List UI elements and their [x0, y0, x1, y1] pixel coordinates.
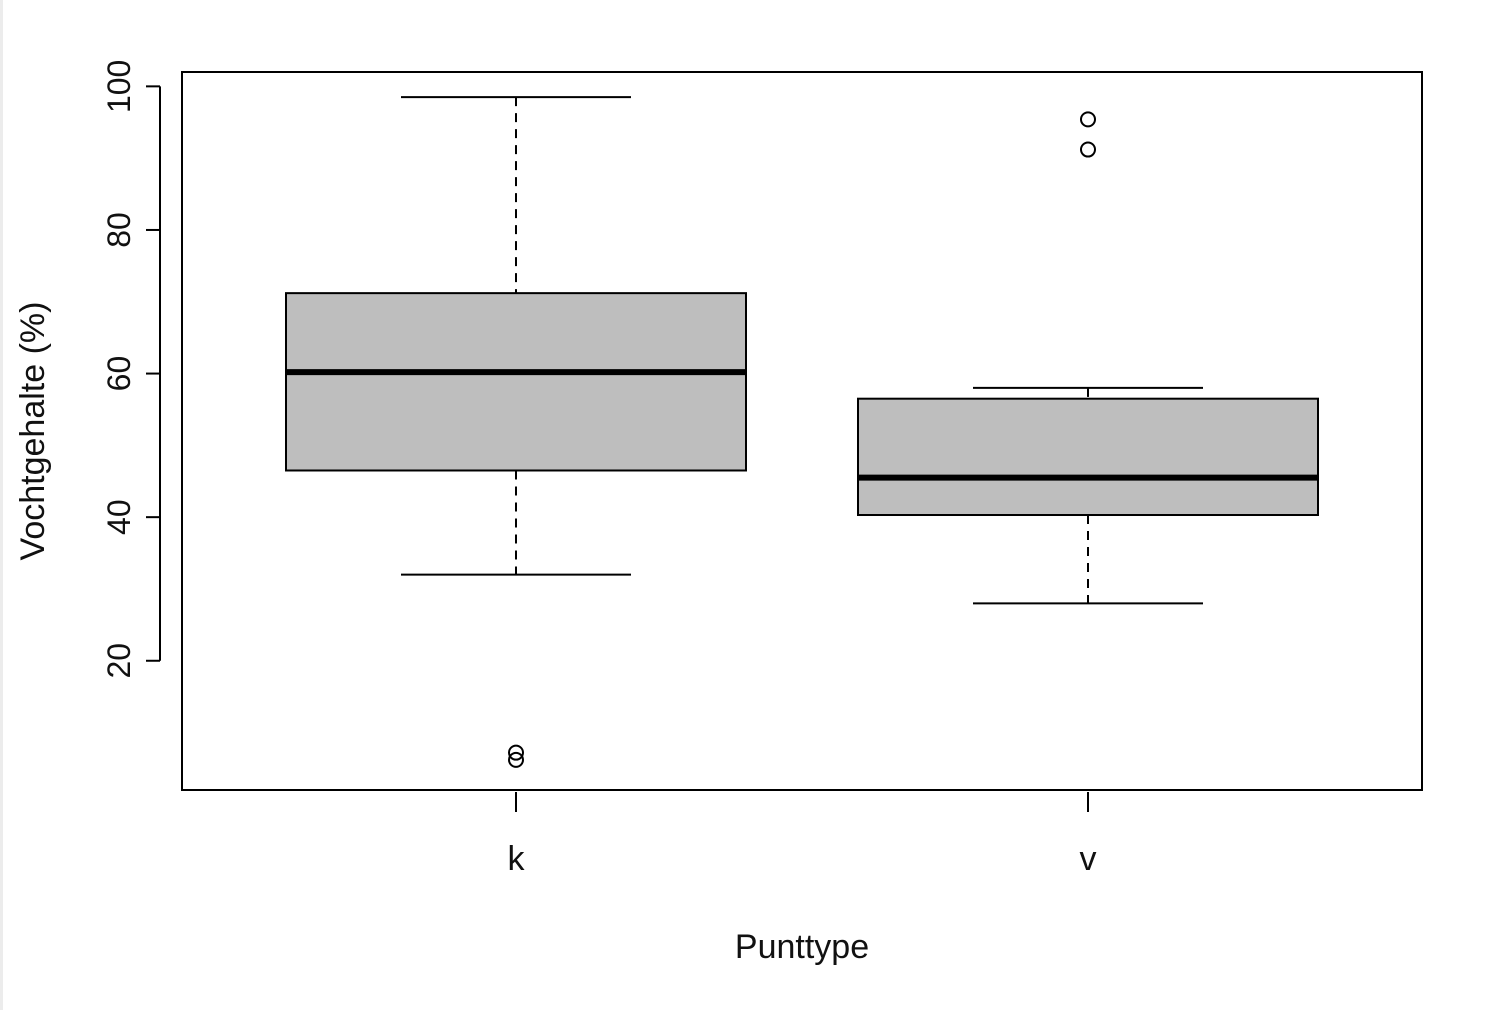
outlier-point [508, 744, 524, 761]
y-tick-label: 80 [101, 212, 137, 248]
y-tick-label: 100 [101, 60, 137, 113]
boxes [285, 96, 1319, 768]
y-tick-label: 40 [101, 499, 137, 535]
x-tick-label: k [508, 840, 526, 878]
y-tick-label: 60 [101, 356, 137, 392]
y-axis-label: Vochtgehalte (%) [14, 302, 52, 561]
box-v [857, 111, 1319, 605]
outlier-point [1080, 111, 1096, 128]
iqr-box [285, 292, 747, 472]
x-axis-label: Punttype [735, 928, 869, 966]
y-axis: 20 40 60 80 100 [101, 60, 161, 679]
iqr-box [857, 397, 1319, 517]
y-tick-label: 20 [101, 643, 137, 679]
x-tick-label: v [1080, 840, 1097, 878]
outlier-point [508, 751, 524, 768]
window-edge [0, 0, 3, 1010]
outlier-point [1080, 141, 1096, 158]
box-k [285, 96, 747, 768]
plot-frame [181, 71, 1423, 791]
